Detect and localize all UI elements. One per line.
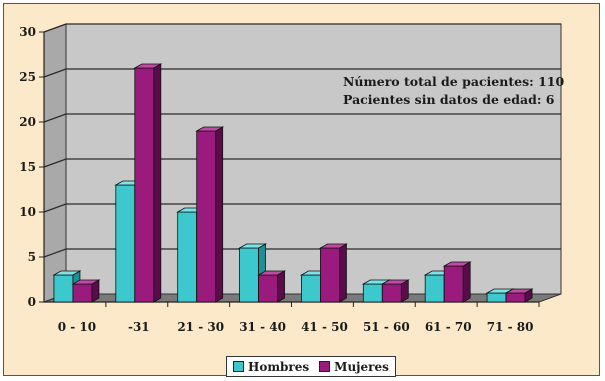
bar-front (381, 283, 402, 303)
y-tick-label: 25 (19, 70, 36, 84)
bar-front (239, 247, 259, 303)
bar-front (53, 274, 74, 303)
bar-side (153, 63, 162, 303)
bar-top (238, 243, 268, 249)
legend-swatch-mujeres (319, 361, 331, 372)
bar-top (318, 243, 348, 249)
legend-item-mujeres: Mujeres (319, 360, 389, 374)
x-tick-label: 71 - 80 (487, 320, 534, 334)
legend-label-mujeres: Mujeres (334, 359, 389, 374)
tick-labels: 0 5 10 15 20 25 30 0 - 10 -31 21 - 30 31 - 40 41 - … (19, 25, 533, 334)
x-tick-label: 0 - 10 (58, 320, 96, 334)
bar-front (115, 184, 136, 303)
bar-top (380, 279, 410, 285)
bar-front (505, 292, 526, 303)
bars (52, 63, 534, 303)
bar-front (424, 274, 445, 303)
bar (52, 270, 82, 303)
y-tick-label: 30 (19, 25, 36, 39)
x-tick-label: 51 - 60 (363, 320, 410, 334)
legend-swatch-hombres (233, 361, 244, 372)
gridline (43, 68, 561, 78)
bar-chart: 0 5 10 15 20 25 30 0 - 10 -31 21 - 30 31 - 40 41 - … (19, 23, 564, 334)
gridline (43, 248, 561, 258)
bar (318, 243, 348, 303)
bar (380, 279, 410, 303)
gridline (43, 23, 561, 33)
bar-top (442, 261, 472, 267)
bar-top (195, 126, 225, 132)
bar (257, 270, 287, 303)
gridlines (43, 23, 561, 258)
gridline (43, 158, 561, 168)
bar-front (486, 292, 507, 303)
gridline (43, 203, 561, 213)
legend: Hombres Mujeres (226, 356, 396, 377)
bar-top (257, 270, 287, 276)
bar-front (72, 283, 93, 303)
bar-front (258, 274, 278, 303)
x-tick-label: 21 - 30 (177, 320, 224, 334)
bar (133, 63, 163, 303)
annotation-total-patients: Número total de pacientes: 110 (343, 74, 564, 89)
bar-front (196, 130, 217, 303)
y-tick-label: 20 (19, 115, 36, 129)
bar-side (277, 270, 285, 303)
bar (195, 126, 225, 303)
x-tick-label: 61 - 70 (425, 320, 472, 334)
x-tick-label: 41 - 50 (301, 320, 348, 334)
bar-top (71, 279, 101, 285)
bar-side (215, 126, 224, 303)
x-tick-label: 31 - 40 (239, 320, 286, 334)
y-tick-label: 10 (19, 205, 36, 219)
bar-top (133, 63, 163, 69)
bar-top (52, 270, 82, 276)
bar-front (320, 247, 340, 303)
y-tick-label: 15 (19, 160, 36, 174)
x-tick-label: -31 (128, 320, 150, 334)
bar (71, 279, 101, 303)
y-tick-label: 5 (28, 250, 36, 264)
bar (442, 261, 472, 303)
bar-side (339, 243, 347, 303)
bar-front (177, 211, 198, 303)
gridline (43, 113, 561, 123)
bar-front (301, 274, 321, 303)
bar (504, 288, 534, 303)
y-tick-label: 0 (28, 295, 36, 309)
annotation-missing-age: Pacientes sin datos de edad: 6 (343, 92, 555, 107)
bar-front (134, 67, 155, 303)
chart-frame: 0 5 10 15 20 25 30 0 - 10 -31 21 - 30 31 - 40 41 - … (3, 3, 600, 377)
bar-top (504, 288, 534, 294)
legend-item-hombres: Hombres (233, 360, 309, 374)
legend-label-hombres: Hombres (248, 359, 310, 374)
bar-front (443, 265, 464, 303)
bar-front (362, 283, 383, 303)
bar-side (462, 261, 471, 303)
